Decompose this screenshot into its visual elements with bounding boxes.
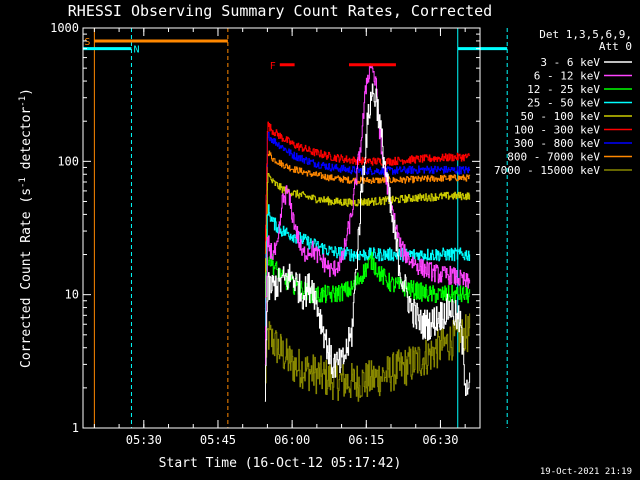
plot-frame [82, 27, 481, 429]
legend-header-line2: Att 0 [599, 40, 632, 53]
y-tick-label-3: 1000 [50, 21, 79, 35]
x-tick-label-3: 06:15 [348, 433, 384, 447]
legend-label-0: 3 - 6 keV [540, 56, 600, 69]
x-tick-label-2: 06:00 [274, 433, 310, 447]
series-line-6 [264, 131, 471, 259]
x-tick-label-0: 05:30 [126, 433, 162, 447]
y-tick-label-0: 1 [72, 421, 79, 435]
series-line-7 [264, 150, 471, 283]
legend-label-5: 100 - 300 keV [514, 124, 600, 137]
series-line-1 [264, 63, 471, 366]
axes: 05:30 05:45 06:00 06:15 06:30 1 10 100 1000 [50, 21, 480, 447]
legend-label-3: 25 - 50 keV [527, 97, 600, 110]
legend-label-1: 6 - 12 keV [534, 70, 601, 83]
x-tick-label-1: 05:45 [200, 433, 236, 447]
legend-label-7: 800 - 7000 keV [507, 151, 600, 164]
interval-label-1: N [133, 45, 139, 56]
legend-label-4: 50 - 100 keV [521, 110, 601, 123]
legend-label-2: 12 - 25 keV [527, 83, 600, 96]
interval-label-3: F [270, 61, 276, 72]
y-tick-label-2: 100 [57, 154, 79, 168]
x-axis-label: Start Time (16-Oct-12 05:17:42) [159, 456, 402, 471]
series-line-4 [264, 173, 471, 310]
legend-header-line1: Det 1,3,5,6,9, [539, 28, 632, 41]
footer-date: 19-Oct-2021 21:19 [540, 467, 632, 477]
plot-area: S N F [83, 28, 508, 428]
series-line-8 [264, 313, 471, 402]
chart-title: RHESSI Observing Summary Count Rates, Co… [68, 2, 492, 20]
series-line-5 [264, 121, 471, 254]
legend-label-6: 300 - 800 keV [514, 137, 600, 150]
interval-label-0: S [84, 37, 90, 48]
series-line-0 [264, 83, 471, 402]
y-tick-label-1: 10 [65, 288, 79, 302]
legend-label-8: 7000 - 15000 keV [494, 164, 600, 177]
y-axis-label: Corrected Count Rate (s-1 detector-1) [18, 88, 34, 368]
x-tick-label-4: 06:30 [422, 433, 458, 447]
